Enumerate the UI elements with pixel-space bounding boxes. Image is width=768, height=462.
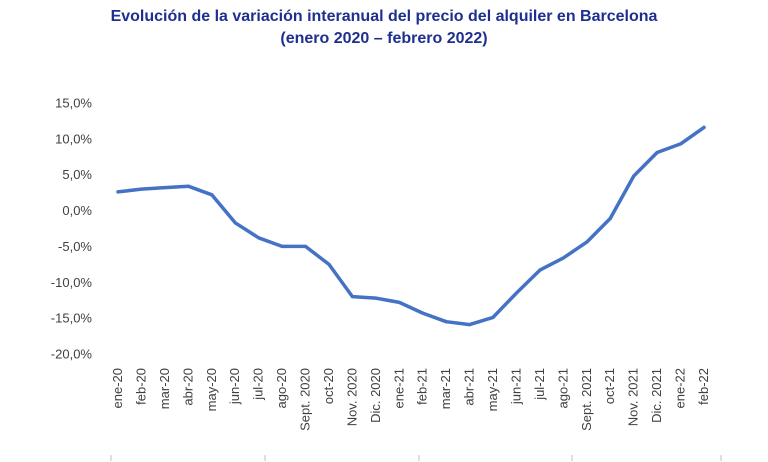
- x-tick-label: mar-21: [438, 368, 453, 409]
- x-tick-label: jun-20: [227, 368, 242, 405]
- data-point: [304, 244, 307, 248]
- x-tick-label: may-20: [204, 368, 219, 411]
- data-point: [327, 262, 331, 266]
- data-point: [561, 256, 565, 260]
- x-tick-label: feb-20: [133, 368, 148, 405]
- y-tick-label: -20,0%: [51, 347, 93, 362]
- data-point: [538, 268, 542, 272]
- y-tick-label: -5,0%: [58, 239, 92, 254]
- x-tick-label: Dic. 2020: [368, 368, 383, 423]
- data-point: [210, 193, 214, 197]
- data-point: [163, 186, 167, 190]
- data-point: [374, 296, 378, 300]
- data-point: [632, 174, 636, 178]
- x-tick-label: Sept. 2020: [298, 368, 313, 431]
- series-layer: [116, 125, 706, 327]
- y-axis: 15,0% 10,0% 5,0% 0,0% -5,0% -10,0% -15,0% -20,0…: [51, 96, 93, 362]
- chart-title-block: Evolución de la variación interanual del…: [0, 6, 768, 50]
- data-point: [468, 323, 472, 327]
- y-tick-label: -15,0%: [51, 311, 93, 326]
- x-tick-label: jun-21: [508, 368, 523, 405]
- data-point: [585, 240, 589, 244]
- y-tick-label: 5,0%: [62, 167, 92, 182]
- data-point: [116, 190, 120, 194]
- y-tick-label: 15,0%: [55, 96, 92, 111]
- x-tick-label: abr-21: [462, 368, 477, 406]
- data-point: [350, 295, 354, 299]
- x-tick-label: Nov. 2021: [626, 368, 641, 426]
- x-tick-label: ago-20: [274, 368, 289, 408]
- x-tick-label: ene-21: [391, 368, 406, 408]
- x-tick-label: may-21: [485, 368, 500, 411]
- chart-title: Evolución de la variación interanual del…: [110, 8, 658, 25]
- series-line: [116, 125, 706, 327]
- x-tick-label: oct-21: [602, 368, 617, 404]
- data-point: [280, 244, 284, 248]
- data-point: [139, 187, 143, 191]
- y-tick-label: 0,0%: [62, 203, 92, 218]
- x-axis: ene-20 feb-20 mar-20 abr-20 may-20 jun-20 jul-…: [110, 368, 722, 461]
- chart-subtitle: (enero 2020 – febrero 2022): [280, 30, 488, 47]
- x-tick-label: ene-22: [673, 368, 688, 408]
- data-point: [233, 221, 237, 225]
- x-tick-label: feb-21: [415, 368, 430, 405]
- data-point: [257, 236, 261, 240]
- x-tick-label: ene-20: [110, 368, 125, 408]
- x-tick-label: jul-20: [251, 368, 266, 401]
- data-point: [421, 311, 425, 315]
- y-tick-label: 10,0%: [55, 131, 92, 146]
- x-tick-label: jul-21: [532, 368, 547, 401]
- data-point: [444, 320, 448, 324]
- x-tick-label: ago-21: [555, 368, 570, 408]
- x-tick-label: mar-20: [157, 368, 172, 409]
- data-point: [608, 217, 612, 220]
- x-tick-label: oct-20: [321, 368, 336, 404]
- data-point: [515, 291, 518, 295]
- data-point: [679, 142, 683, 146]
- data-point: [655, 151, 659, 154]
- data-point: [491, 315, 495, 319]
- data-point: [702, 125, 706, 129]
- x-tick-label: abr-20: [180, 368, 195, 406]
- data-point: [397, 300, 401, 304]
- x-tick-label: feb-22: [696, 368, 711, 405]
- x-tick-label: Sept. 2021: [579, 368, 594, 431]
- x-tick-label: Nov. 2020: [344, 368, 359, 426]
- data-point: [186, 184, 190, 188]
- x-tick-label: Dic. 2021: [649, 368, 664, 423]
- y-tick-label: -10,0%: [51, 275, 93, 290]
